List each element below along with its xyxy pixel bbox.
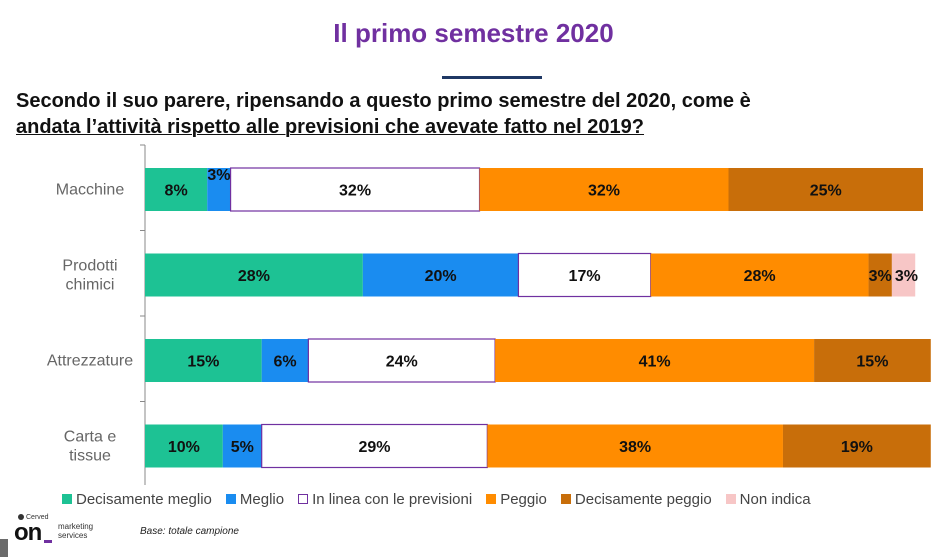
bar-segment xyxy=(495,339,815,382)
data-label: 28% xyxy=(238,268,270,285)
bar-segment xyxy=(650,253,869,297)
legend-swatch xyxy=(298,494,309,504)
category-label-line: tissue xyxy=(69,448,111,465)
data-label: 15% xyxy=(856,354,888,371)
cerved-on-logo: Cerved on marketing services xyxy=(14,514,124,548)
bar-segment xyxy=(207,168,231,211)
bar-segment xyxy=(261,423,488,469)
logo-tagline-line-2: services xyxy=(58,531,88,540)
data-label: 3% xyxy=(895,268,918,285)
cerved-mark-icon xyxy=(18,514,24,521)
bar-segment xyxy=(517,252,652,298)
bar-segment xyxy=(814,339,931,382)
bar-segment xyxy=(479,168,729,211)
data-label: 3% xyxy=(207,167,230,184)
legend-item: In linea con le previsioni xyxy=(298,491,472,508)
category-label-line: Carta e xyxy=(64,429,117,446)
legend-swatch xyxy=(725,494,736,504)
legend-label: Meglio xyxy=(239,490,285,508)
legend-label: Non indica xyxy=(739,490,811,508)
bar-segment xyxy=(487,424,783,468)
bar-segment xyxy=(145,339,262,382)
legend-label: Peggio xyxy=(500,490,547,508)
logo-brand: on xyxy=(14,519,42,546)
data-label: 28% xyxy=(744,268,776,285)
data-label: 32% xyxy=(339,183,371,200)
data-label: 41% xyxy=(639,354,671,371)
survey-question: Secondo il suo parere, ripensando a ques… xyxy=(16,88,936,140)
legend-label: Decisamente meglio xyxy=(76,490,212,508)
category-label-line: Attrezzature xyxy=(47,353,133,370)
base-note: Base: totale campione xyxy=(140,526,239,537)
data-label: 3% xyxy=(869,268,892,285)
bar-segment xyxy=(145,168,208,211)
bar-segment xyxy=(868,253,892,297)
data-label: 25% xyxy=(810,183,842,200)
legend-item: Decisamente peggio xyxy=(560,490,712,508)
logo-brand-small: Cerved xyxy=(26,514,49,521)
bar-segment xyxy=(307,338,496,383)
question-line-1: Secondo il suo parere, ripensando a ques… xyxy=(16,90,751,112)
corner-marker xyxy=(0,539,8,557)
data-label: 19% xyxy=(841,439,873,456)
question-line-2: andata l’attività rispetto alle previsio… xyxy=(16,116,645,138)
bar-segment xyxy=(891,253,916,297)
data-label: 5% xyxy=(231,439,254,456)
bar-segment xyxy=(782,424,931,468)
legend-swatch xyxy=(486,494,497,504)
title-underline xyxy=(442,76,542,79)
bar-segment xyxy=(728,168,923,211)
data-label: 15% xyxy=(187,354,219,371)
page-title: Il primo semestre 2020 xyxy=(333,18,614,48)
category-label: Carta e tissue xyxy=(64,429,117,465)
bar-segment xyxy=(145,424,223,468)
legend-swatch xyxy=(225,494,236,504)
legend-label: In linea con le previsioni xyxy=(312,490,473,508)
category-label: Macchine xyxy=(56,182,125,199)
legend-item: Meglio xyxy=(225,490,285,508)
data-label: 20% xyxy=(425,268,457,285)
chart-legend: Decisamente meglio Meglio In linea con le … xyxy=(62,490,825,508)
logo-tagline: marketing services xyxy=(58,522,93,540)
logo-tagline-line-1: marketing xyxy=(58,522,94,531)
bar-segment xyxy=(229,167,481,212)
data-label: 6% xyxy=(273,354,296,371)
category-label: Prodotti chimici xyxy=(62,258,117,294)
legend-item: Non indica xyxy=(725,490,811,508)
category-label-line: Macchine xyxy=(56,182,125,199)
legend-item: Decisamente meglio xyxy=(62,491,212,508)
bar-segment xyxy=(222,424,262,468)
bar-segment xyxy=(362,253,519,297)
legend-swatch xyxy=(62,494,72,504)
category-label: Attrezzature xyxy=(47,353,133,370)
logo-accent-bar xyxy=(44,540,52,543)
data-label: 10% xyxy=(168,439,200,456)
data-label: 32% xyxy=(588,183,620,200)
data-label: 29% xyxy=(358,439,390,456)
legend-label: Decisamente peggio xyxy=(574,490,712,508)
legend-item: Peggio xyxy=(486,491,547,508)
data-label: 38% xyxy=(619,439,651,456)
data-label: 8% xyxy=(165,183,188,200)
category-label-line: chimici xyxy=(66,277,115,294)
bar-segment xyxy=(145,253,363,297)
legend-swatch xyxy=(560,494,571,504)
bar-segment xyxy=(261,339,309,382)
stacked-bar-chart: Macchine 8% 3% 32% 32% 25% Prodotti chimici 28% 2… xyxy=(47,144,931,485)
data-label: 17% xyxy=(569,268,601,285)
category-label-line: Prodotti xyxy=(62,258,117,275)
data-label: 24% xyxy=(386,354,418,371)
